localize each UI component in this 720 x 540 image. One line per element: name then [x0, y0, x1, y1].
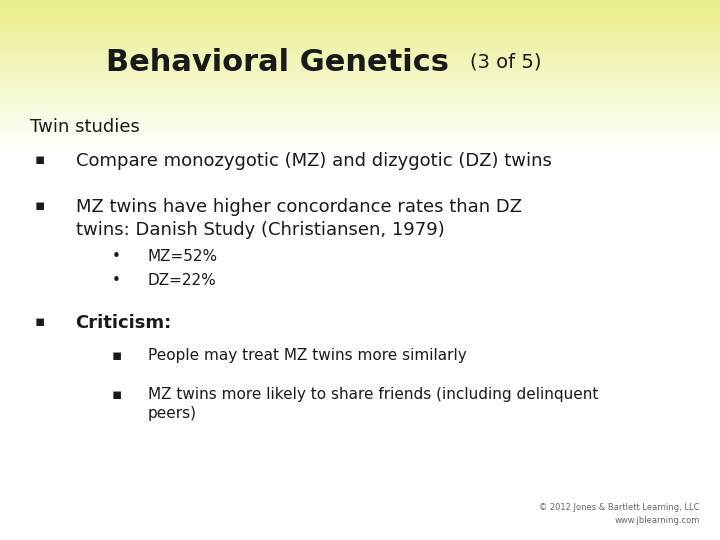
Text: Compare monozygotic (MZ) and dizygotic (DZ) twins: Compare monozygotic (MZ) and dizygotic (… [76, 152, 552, 170]
Bar [0, 151, 720, 540]
Text: DZ=22%: DZ=22% [148, 273, 216, 288]
Text: Behavioral Genetics: Behavioral Genetics [106, 48, 449, 77]
Text: ▪: ▪ [35, 152, 45, 167]
Text: Twin studies: Twin studies [30, 118, 140, 136]
Text: People may treat MZ twins more similarly: People may treat MZ twins more similarly [148, 348, 467, 363]
Text: •: • [112, 273, 120, 288]
Text: (3 of 5): (3 of 5) [470, 52, 541, 72]
Text: ▪: ▪ [35, 314, 45, 329]
Text: Criticism:: Criticism: [76, 314, 172, 332]
Text: •: • [112, 249, 120, 265]
Text: ▪: ▪ [112, 348, 122, 363]
Text: ▪: ▪ [35, 198, 45, 213]
Text: MZ=52%: MZ=52% [148, 249, 217, 265]
Text: ▪: ▪ [112, 387, 122, 402]
Text: © 2012 Jones & Bartlett Learning, LLC
www.jblearning.com: © 2012 Jones & Bartlett Learning, LLC ww… [539, 503, 700, 525]
Text: MZ twins have higher concordance rates than DZ
twins: Danish Study (Christiansen: MZ twins have higher concordance rates t… [76, 198, 521, 239]
Text: MZ twins more likely to share friends (including delinquent
peers): MZ twins more likely to share friends (i… [148, 387, 598, 421]
